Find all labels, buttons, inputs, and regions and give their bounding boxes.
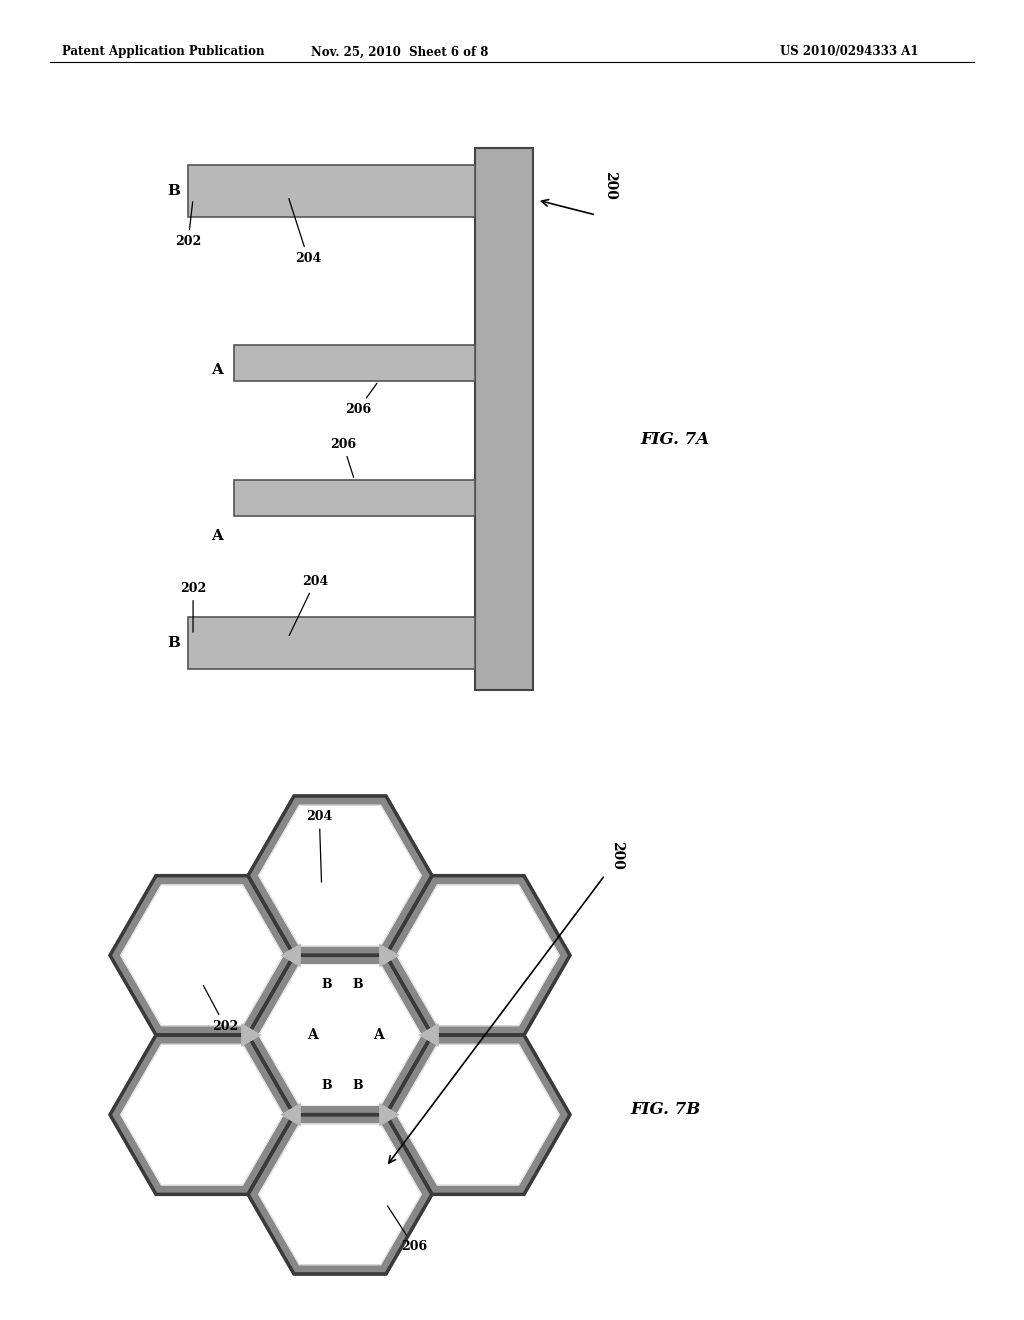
Polygon shape <box>396 1044 560 1185</box>
Polygon shape <box>120 884 284 1027</box>
Polygon shape <box>418 1023 439 1047</box>
Text: US 2010/0294333 A1: US 2010/0294333 A1 <box>780 45 919 58</box>
Polygon shape <box>397 1044 559 1185</box>
Text: B: B <box>352 978 364 991</box>
Polygon shape <box>248 956 432 1114</box>
Text: FIG. 7B: FIG. 7B <box>630 1101 700 1118</box>
Polygon shape <box>397 886 559 1026</box>
Text: A: A <box>373 1028 383 1041</box>
Text: 204: 204 <box>306 810 333 882</box>
Text: Patent Application Publication: Patent Application Publication <box>62 45 264 58</box>
Text: 202: 202 <box>204 985 239 1032</box>
Text: Nov. 25, 2010  Sheet 6 of 8: Nov. 25, 2010 Sheet 6 of 8 <box>311 45 488 58</box>
Text: A: A <box>306 1028 317 1041</box>
Text: B: B <box>168 183 180 198</box>
Polygon shape <box>281 1102 301 1127</box>
Polygon shape <box>120 1044 284 1185</box>
Polygon shape <box>121 1044 283 1185</box>
Polygon shape <box>386 875 570 1035</box>
Bar <box>188 616 475 669</box>
Bar <box>234 345 475 381</box>
Text: A: A <box>211 529 223 544</box>
Text: 200: 200 <box>610 841 624 870</box>
Polygon shape <box>259 1125 421 1265</box>
Text: B: B <box>168 636 180 649</box>
Polygon shape <box>121 886 283 1026</box>
Polygon shape <box>258 964 422 1106</box>
Text: A: A <box>211 363 223 378</box>
Polygon shape <box>379 1102 399 1127</box>
Text: B: B <box>322 978 333 991</box>
Text: 204: 204 <box>289 198 322 265</box>
Text: B: B <box>322 1078 333 1092</box>
Text: 202: 202 <box>175 202 202 248</box>
Polygon shape <box>241 1023 262 1047</box>
Polygon shape <box>259 965 421 1105</box>
Text: B: B <box>352 1078 364 1092</box>
Polygon shape <box>248 1114 432 1274</box>
Text: 206: 206 <box>387 1206 427 1254</box>
Polygon shape <box>258 805 422 946</box>
Polygon shape <box>259 805 421 946</box>
Polygon shape <box>110 1035 294 1195</box>
Text: FIG. 7A: FIG. 7A <box>640 432 710 449</box>
Bar <box>188 165 475 216</box>
Polygon shape <box>258 1123 422 1266</box>
Text: 202: 202 <box>180 582 206 632</box>
Text: 200: 200 <box>603 170 617 199</box>
Polygon shape <box>379 944 399 968</box>
Polygon shape <box>110 875 294 1035</box>
Polygon shape <box>248 796 432 956</box>
Polygon shape <box>386 1035 570 1195</box>
Text: 206: 206 <box>330 438 356 478</box>
Polygon shape <box>396 884 560 1027</box>
Text: 204: 204 <box>289 576 329 635</box>
Text: 206: 206 <box>345 383 377 416</box>
Bar <box>475 148 534 690</box>
Bar <box>234 480 475 516</box>
Polygon shape <box>281 944 301 968</box>
